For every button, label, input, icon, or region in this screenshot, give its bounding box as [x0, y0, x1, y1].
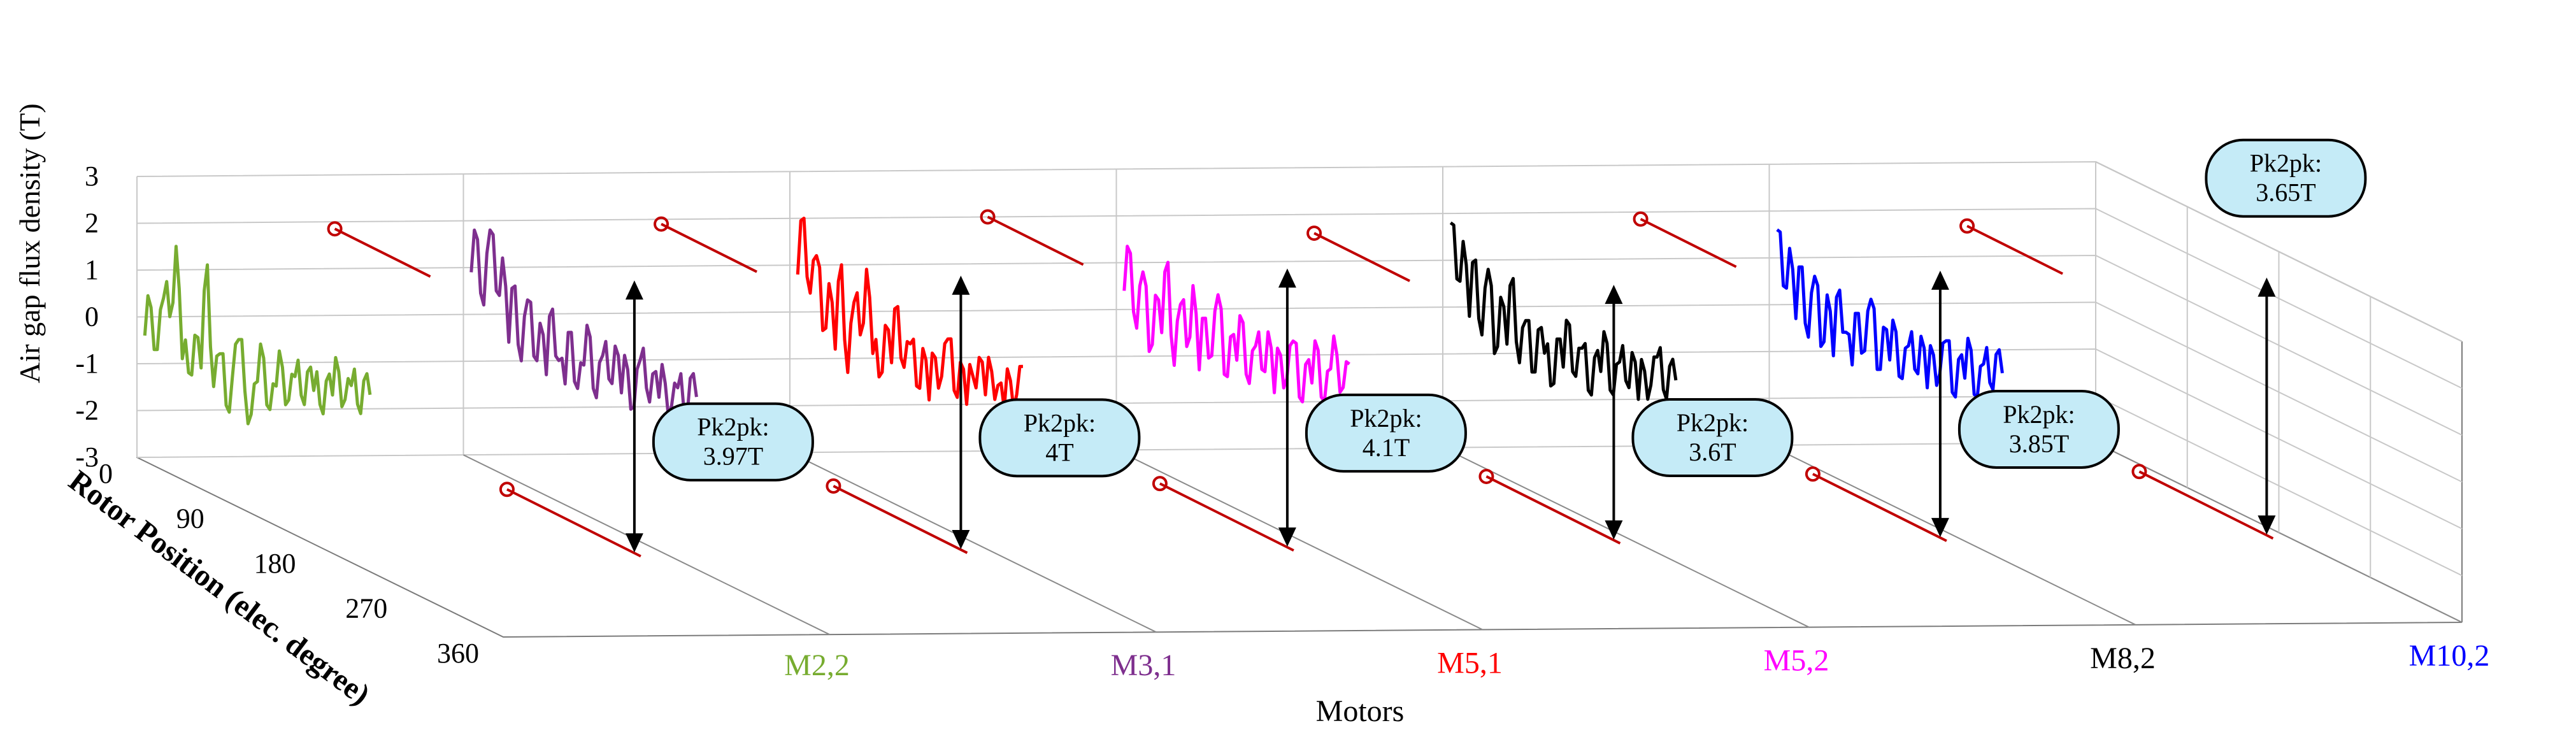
- pk2pk-arrowhead-up: [1931, 270, 1949, 290]
- pk2pk-bubble: [2205, 138, 2367, 218]
- trough-marker: [1478, 468, 1494, 484]
- flux-tick-label: 1: [85, 254, 99, 285]
- pk2pk-label: Pk2pk:: [1350, 404, 1422, 433]
- pk2pk-label: 4.1T: [1363, 433, 1410, 462]
- peak-marker: [980, 209, 996, 225]
- peak-guide-line: [1640, 218, 1737, 268]
- pk2pk-arrowhead-up: [2258, 277, 2276, 297]
- rotor-tick-label: 0: [99, 458, 113, 489]
- pk2pk-label: 3.85T: [2009, 429, 2069, 458]
- pk2pk-arrowhead-down: [952, 529, 970, 549]
- trough-marker: [2131, 464, 2147, 480]
- pk2pk-label: 4T: [1045, 438, 1073, 466]
- motor-label: M10,2: [2409, 639, 2490, 673]
- x-axis-label: Rotor Position (elec. degree): [62, 464, 376, 712]
- flux-tick-label: -2: [75, 395, 99, 426]
- pk2pk-label: Pk2pk:: [2003, 400, 2075, 429]
- rotor-tick-label: 270: [345, 593, 387, 624]
- trough-guide-line: [1159, 482, 1294, 552]
- pk2pk-label: Pk2pk:: [1677, 408, 1749, 437]
- annotation-layer: Pk2pk:3.97TPk2pk:4TPk2pk:4.1TPk2pk:3.6TP…: [327, 138, 2367, 558]
- trough-guide-line: [506, 488, 641, 558]
- peak-marker: [1306, 225, 1322, 241]
- pk2pk-arrowhead-up: [1605, 285, 1623, 304]
- trough-guide-line: [2138, 470, 2274, 540]
- series-line: [143, 245, 372, 426]
- trough-guide-line: [1812, 473, 1947, 542]
- pk2pk-arrowhead-up: [1278, 268, 1296, 288]
- pk2pk-arrowhead-down: [1605, 520, 1623, 540]
- flux-tick-label: 3: [85, 161, 99, 192]
- pk2pk-arrowhead-up: [952, 275, 970, 295]
- floor-gridline: [1116, 449, 1483, 631]
- z-axis-label: Motors: [1316, 694, 1405, 728]
- series-line: [796, 217, 1023, 411]
- floor-gridline: [463, 454, 830, 636]
- series-layer: [143, 217, 2004, 426]
- series-line: [1449, 221, 1678, 401]
- floor-gridline: [789, 452, 1157, 633]
- flux-tick-label: 0: [85, 301, 99, 333]
- peak-marker: [1633, 211, 1649, 227]
- peak-guide-line: [1313, 232, 1410, 282]
- pk2pk-label: Pk2pk:: [697, 413, 769, 441]
- peak-marker: [654, 216, 669, 232]
- peak-guide-line: [661, 222, 757, 273]
- peak-guide-line: [987, 215, 1084, 266]
- trough-marker: [826, 478, 841, 494]
- motor-label: M3,1: [1111, 648, 1177, 682]
- trough-marker: [499, 482, 515, 497]
- peak-guide-line: [334, 227, 431, 278]
- pk2pk-label: 3.97T: [703, 442, 763, 471]
- flux-tick-label: -1: [75, 348, 99, 379]
- floor-gridline: [1442, 447, 1810, 628]
- pk2pk-label: Pk2pk:: [2250, 149, 2322, 178]
- motor-label: M2,2: [784, 648, 850, 682]
- trough-guide-line: [1485, 475, 1621, 545]
- flux-tick-label: 2: [85, 208, 99, 239]
- motor-label: M5,1: [1437, 647, 1503, 680]
- series-line: [1122, 245, 1350, 404]
- flux-tick-label: -3: [75, 441, 99, 473]
- series-line: [469, 228, 698, 418]
- y-axis-label: Air gap flux density (T): [13, 103, 46, 383]
- rotor-tick-label: 180: [254, 548, 296, 579]
- floor-gridline: [1769, 444, 2136, 626]
- pk2pk-label: Pk2pk:: [1024, 408, 1096, 437]
- pk2pk-bubble: [1957, 389, 2120, 469]
- pk2pk-arrowhead-down: [2258, 515, 2276, 535]
- pk2pk-bubble: [652, 402, 814, 482]
- rotor-tick-label: 90: [176, 503, 204, 534]
- motor-label: M5,2: [1764, 644, 1829, 678]
- flux-gridline: [136, 441, 2463, 623]
- motor-label: M8,2: [2090, 641, 2156, 675]
- pk2pk-label: 3.65T: [2256, 178, 2315, 207]
- series-line: [1776, 228, 2004, 399]
- peak-guide-line: [1966, 224, 2063, 275]
- peak-marker: [327, 221, 343, 237]
- pk2pk-bubble: [1631, 398, 1794, 478]
- trough-marker: [1805, 466, 1821, 482]
- pk2pk-arrowhead-down: [1278, 527, 1296, 547]
- pk2pk-arrowhead-down: [625, 533, 643, 553]
- peak-marker: [1959, 218, 1975, 234]
- pk2pk-arrowhead-up: [625, 280, 643, 300]
- pk2pk-label: 3.6T: [1689, 438, 1736, 466]
- trough-marker: [1152, 476, 1168, 492]
- rotor-tick-label: 360: [437, 638, 479, 669]
- pk2pk-bubble: [1305, 393, 1467, 473]
- pk2pk-arrowhead-down: [1931, 518, 1949, 538]
- pk2pk-bubble: [978, 398, 1141, 478]
- trough-guide-line: [833, 485, 968, 554]
